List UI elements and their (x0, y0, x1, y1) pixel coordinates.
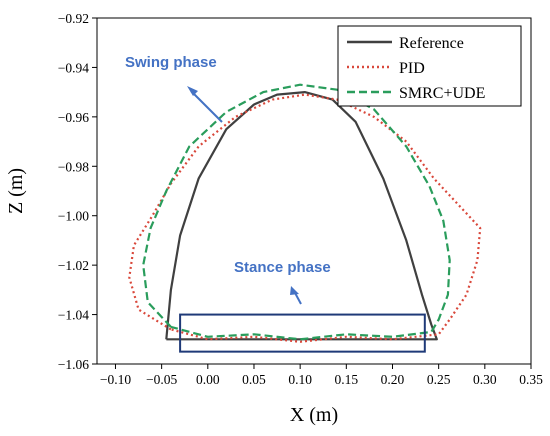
legend: Reference PID SMRC+UDE (337, 25, 522, 107)
legend-label-smrc-ude: SMRC+UDE (399, 85, 485, 102)
swing-phase-label: Swing phase (125, 54, 217, 71)
y-tick-label: −1.04 (58, 308, 89, 323)
y-tick-label: −1.00 (58, 209, 89, 224)
x-tick-label: 0.00 (196, 372, 220, 387)
x-axis-title: X (m) (290, 404, 338, 426)
swing-phase-arrow (190, 90, 223, 123)
x-tick-group: −0.10 −0.05 0.00 0.05 0.10 0.15 0.20 0.25 0.30 0.… (100, 364, 543, 387)
x-tick-label: −0.05 (146, 372, 177, 387)
y-tick-label: −0.94 (58, 60, 89, 75)
y-axis-title: Z (m) (5, 168, 27, 214)
stance-phase-label: Stance phase (234, 259, 331, 276)
y-tick-label: −0.96 (58, 110, 89, 125)
series-line-pid (128, 93, 482, 343)
legend-label-pid: PID (399, 60, 425, 77)
x-tick-label: 0.20 (381, 372, 405, 387)
swing-phase-arrowhead-icon (187, 86, 198, 96)
x-tick-label: 0.30 (473, 372, 497, 387)
x-tick-label: −0.10 (100, 372, 131, 387)
x-tick-label: 0.25 (427, 372, 451, 387)
y-tick-label: −0.92 (58, 11, 89, 26)
series-layer (128, 83, 482, 343)
x-tick-label: 0.15 (335, 372, 359, 387)
y-tick-label: −1.02 (58, 258, 89, 273)
stance-phase-box (179, 313, 426, 353)
y-tick-label: −0.98 (58, 159, 89, 174)
x-tick-label: 0.05 (242, 372, 266, 387)
series-line-smrc-ude (142, 83, 451, 341)
y-tick-group: −0.92 −0.94 −0.96 −0.98 −1.00 −1.02 −1.04 −1.06 (58, 11, 97, 372)
y-tick-label: −1.06 (58, 357, 89, 372)
x-tick-label: 0.35 (519, 372, 543, 387)
stance-phase-arrowhead-icon (290, 286, 299, 295)
legend-label-reference: Reference (399, 35, 464, 52)
x-tick-label: 0.10 (288, 372, 312, 387)
series-line-reference (165, 90, 438, 341)
